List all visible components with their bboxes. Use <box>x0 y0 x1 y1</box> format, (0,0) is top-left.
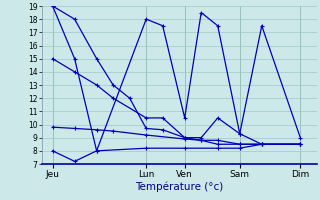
X-axis label: Température (°c): Température (°c) <box>135 181 223 192</box>
